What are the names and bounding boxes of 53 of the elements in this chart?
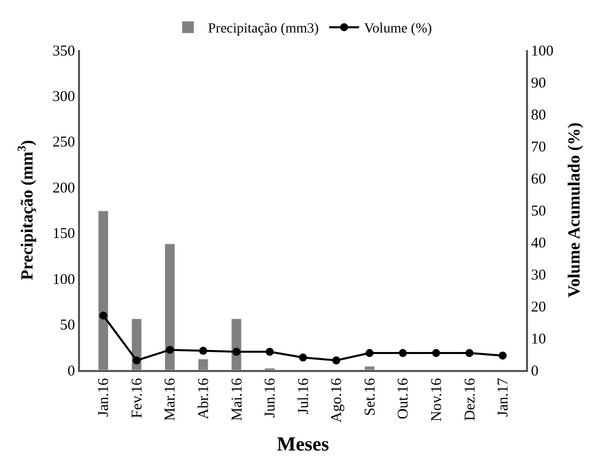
point: [299, 354, 307, 362]
x-axis-title: Meses: [276, 434, 330, 456]
y-tick-label: 250: [52, 134, 75, 151]
x-tick-label: Jan.17: [496, 378, 512, 417]
y-tick-label: 300: [52, 88, 75, 105]
y-tick-label: 200: [52, 180, 75, 196]
y2-tick-label: 10: [531, 331, 546, 348]
y-tick-label: 150: [52, 226, 75, 242]
point: [199, 346, 208, 355]
x-tick-label: Out.16: [396, 378, 412, 420]
y-tick-label: 0: [68, 363, 75, 380]
y2-tick-label: 30: [531, 267, 546, 284]
bar: [364, 366, 375, 370]
x-tick-label: Dez.16: [462, 378, 478, 421]
x-tick-label: Set.16: [362, 378, 378, 416]
y2-tick-label: 20: [531, 299, 546, 316]
y2-tick-label: 40: [531, 235, 546, 252]
point: [232, 348, 240, 356]
y2-tick-label: 80: [531, 107, 546, 124]
point: [432, 349, 440, 358]
y2-tick-label: 50: [531, 203, 546, 220]
point: [498, 352, 507, 360]
x-tick-label: Ago.16: [329, 378, 346, 423]
x-tick-label: Jan.16: [96, 378, 112, 417]
y2-tick-label: 0: [531, 363, 538, 380]
legend-label: Volume (%): [364, 22, 432, 37]
y2-tick-label: 100: [531, 43, 554, 60]
x-tick-label: Mar.16: [162, 378, 179, 421]
point: [99, 312, 108, 320]
point: [332, 356, 340, 364]
bar: [164, 244, 176, 370]
point: [266, 348, 274, 356]
x-tick-label: Fev.16: [129, 378, 146, 418]
y-tick-label: 100: [52, 272, 75, 288]
y2-tick-label: 60: [531, 171, 546, 188]
legend-label: Precipitação (mm3): [208, 22, 320, 37]
x-tick-label: Jun.16: [262, 378, 279, 418]
y2-axis-title: Volume Acumulado (%): [564, 122, 584, 298]
bar: [198, 358, 208, 370]
point: [465, 349, 474, 358]
y-tick-label: 350: [52, 43, 75, 60]
x-tick-label: Mai.16: [229, 378, 246, 421]
point: [398, 349, 407, 358]
point: [366, 349, 374, 358]
bar: [98, 210, 109, 370]
y2-tick-label: 70: [531, 139, 546, 156]
point: [166, 346, 174, 354]
x-tick-label: Nov.16: [429, 378, 446, 422]
y-tick-label: 50: [60, 318, 75, 334]
x-tick-label: Abr.16: [196, 378, 212, 420]
y2-tick-label: 90: [531, 75, 546, 92]
x-tick-label: Jul.16: [296, 378, 312, 414]
point: [132, 356, 141, 364]
